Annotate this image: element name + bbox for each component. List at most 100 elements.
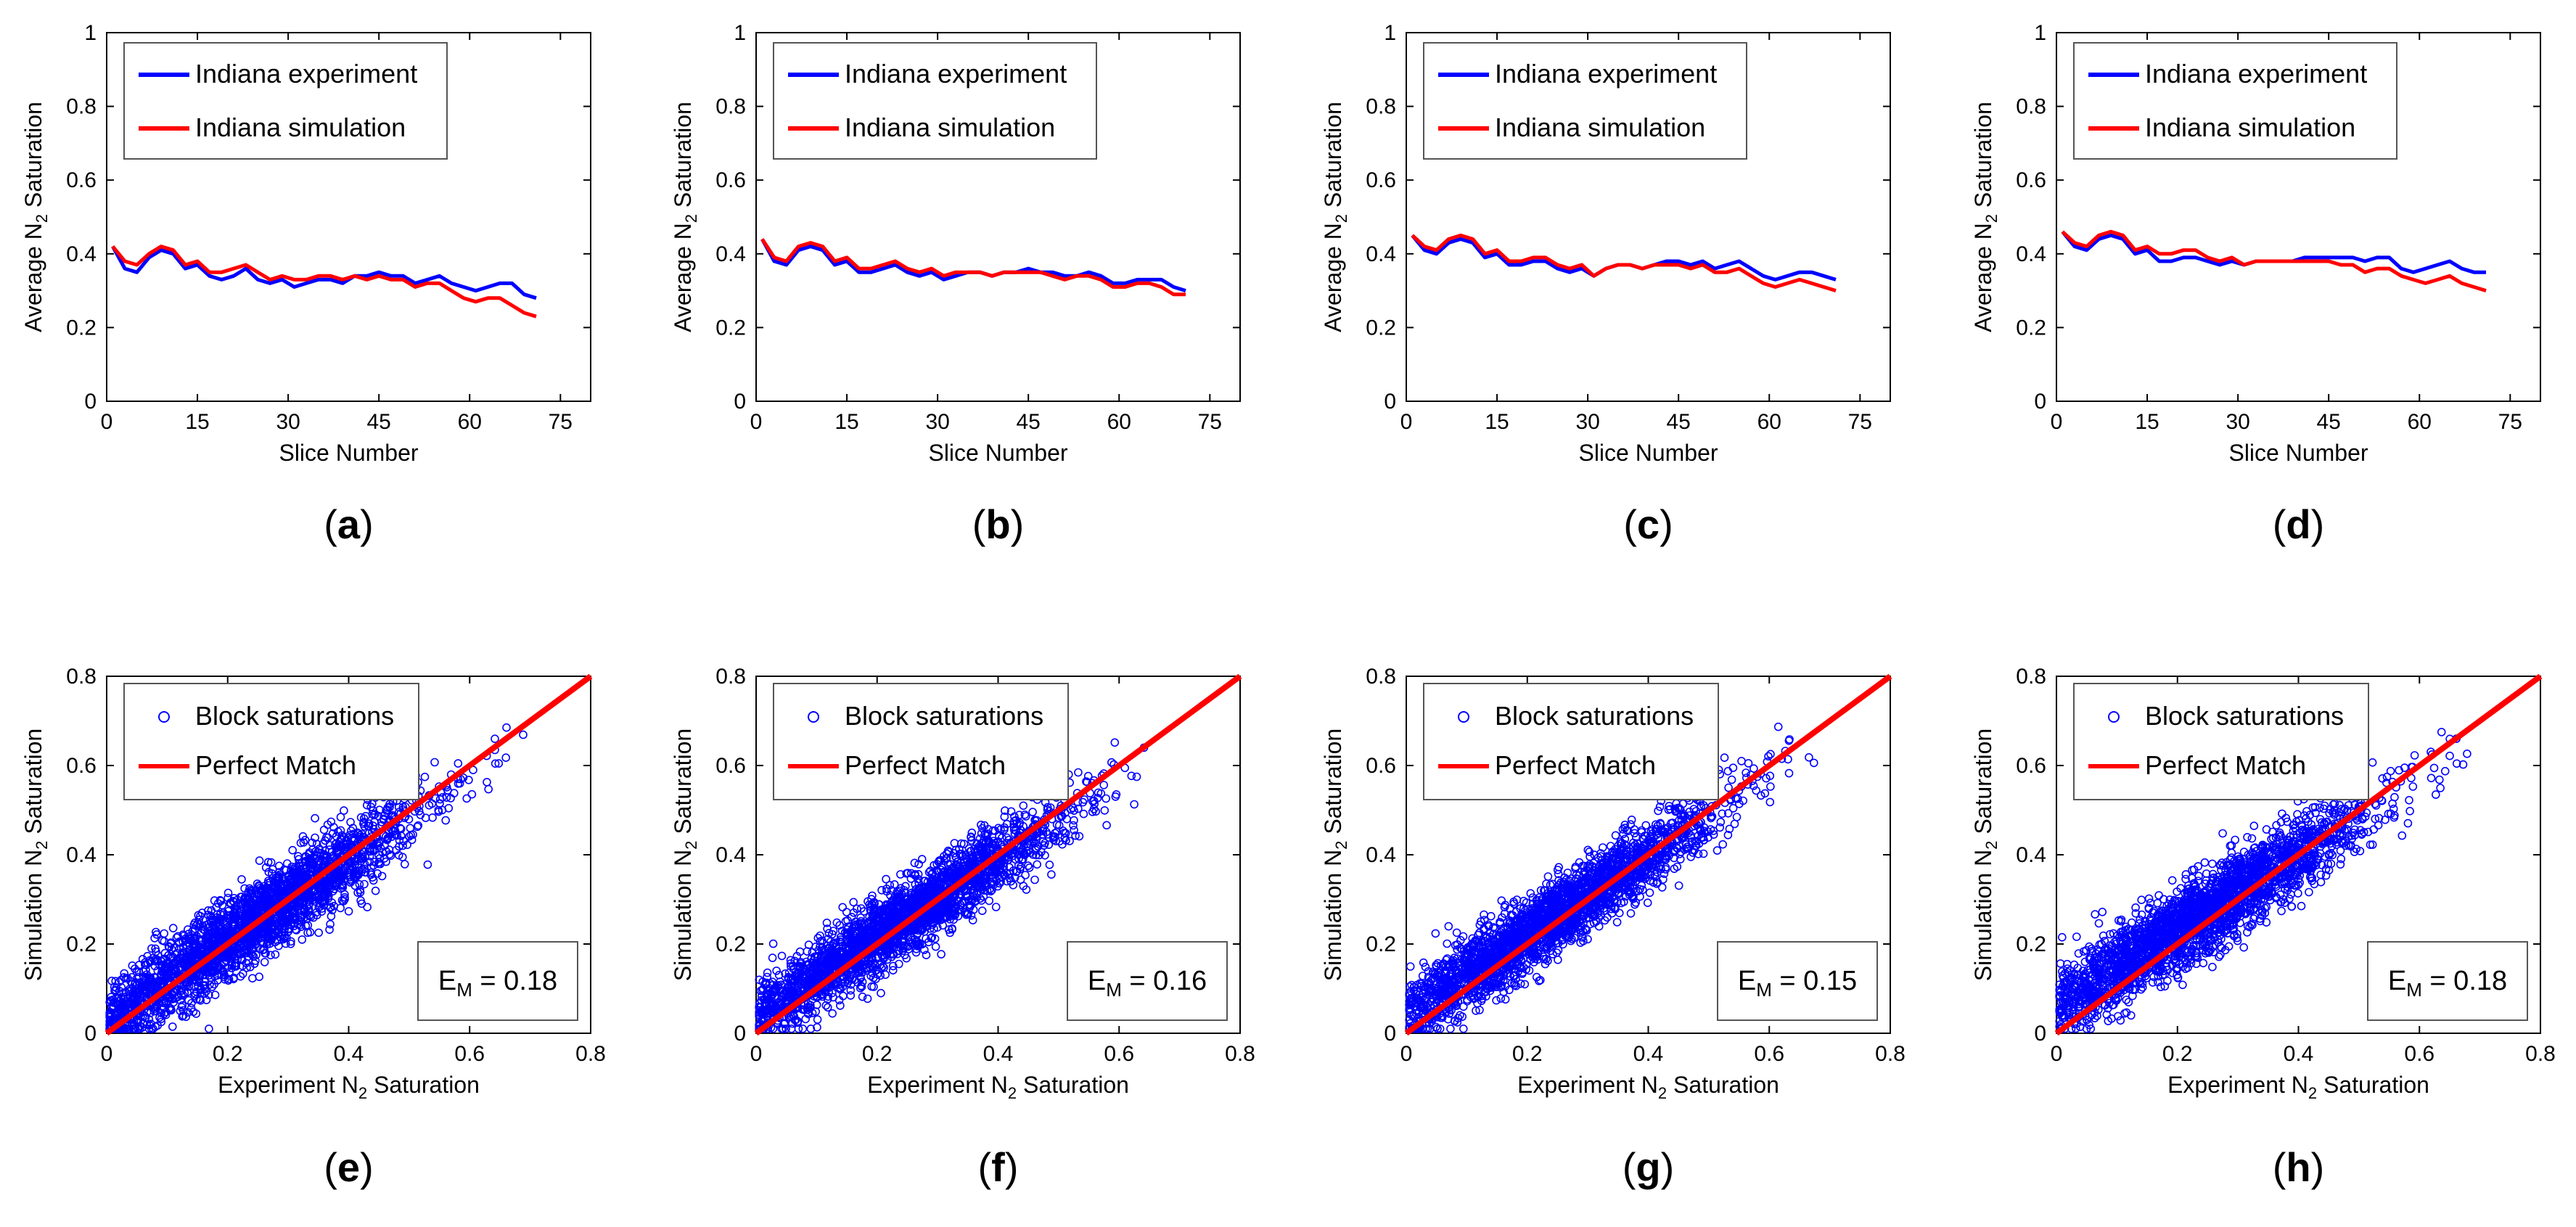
y-tick-label: 0.8	[1366, 95, 1396, 119]
y-tick-label: 0.2	[66, 316, 97, 340]
y-tick-label: 1	[84, 21, 97, 45]
series-line-simulation	[760, 238, 1186, 297]
x-tick-label: 0	[750, 410, 763, 434]
panel-label: (d)	[2273, 501, 2325, 547]
x-axis-label: Slice Number	[279, 440, 418, 466]
y-tick-label: 1	[1384, 21, 1396, 45]
series-line-experiment	[111, 245, 537, 300]
scatter-point	[501, 753, 511, 762]
series-line-simulation	[2061, 229, 2487, 292]
scatter-point	[346, 818, 355, 826]
x-tick-label: 15	[834, 410, 858, 434]
x-tick-label: 60	[1757, 410, 1781, 434]
legend-label: Indiana experiment	[2145, 59, 2367, 89]
y-tick-label: 0.2	[66, 932, 97, 956]
y-tick-label: 0.6	[715, 168, 746, 192]
y-tick-label: 0.2	[715, 316, 746, 340]
legend-label: Indiana simulation	[195, 112, 406, 142]
x-tick-label: 60	[458, 410, 482, 434]
y-axis-label: Simulation N2 Saturation	[670, 729, 700, 981]
y-tick-label: 0.8	[2016, 95, 2046, 119]
scatter-points	[105, 723, 528, 1033]
x-tick-label: 15	[185, 410, 209, 434]
legend-label: Indiana simulation	[1495, 112, 1705, 142]
scatter-point	[361, 812, 370, 821]
y-tick-label: 0	[734, 390, 746, 414]
x-tick-label: 75	[1848, 410, 1872, 434]
legend-box	[123, 42, 448, 160]
scatter-point	[375, 805, 384, 814]
scatter-point	[205, 1025, 213, 1033]
y-tick-label: 0.8	[66, 95, 97, 119]
x-tick-label: 45	[1667, 410, 1691, 434]
y-axis-label: Average N2 Saturation	[1970, 102, 2001, 332]
y-tick-label: 1	[2034, 21, 2046, 45]
x-tick-label: 0	[101, 410, 113, 434]
scatter-point	[355, 880, 364, 889]
panel-label: (e)	[324, 1144, 373, 1190]
x-tick-label: 0	[750, 1042, 763, 1066]
y-tick-label: 0.6	[715, 754, 746, 778]
x-tick-label: 75	[1198, 410, 1222, 434]
y-axis-label: Simulation N2 Saturation	[20, 729, 51, 981]
scatter-point	[325, 925, 334, 934]
y-axis-label: Average N2 Saturation	[1320, 102, 1350, 332]
legend-box	[1423, 42, 1747, 160]
scatter-point	[266, 951, 275, 960]
x-axis-label: Experiment N2 Saturation	[218, 1072, 480, 1102]
panel-label: (a)	[324, 501, 373, 547]
legend-box	[2073, 42, 2397, 160]
legend-label: Indiana simulation	[845, 112, 1055, 142]
x-tick-label: 0.6	[1104, 1042, 1134, 1066]
legend-label: Block saturations	[195, 701, 394, 731]
x-tick-label: 0	[101, 1042, 113, 1066]
y-tick-label: 0.2	[2016, 316, 2046, 340]
x-tick-label: 0.8	[575, 1042, 606, 1066]
x-axis-label: Slice Number	[1578, 440, 1718, 466]
scatter-point	[494, 759, 504, 768]
x-tick-label: 45	[2317, 410, 2341, 434]
y-axis-label: Average N2 Saturation	[20, 102, 51, 332]
y-tick-label: 0	[1384, 390, 1396, 414]
x-tick-label: 0.2	[862, 1042, 893, 1066]
scatter-point	[484, 784, 493, 794]
x-tick-label: 0.2	[213, 1042, 243, 1066]
x-tick-label: 30	[1575, 410, 1599, 434]
y-tick-label: 0	[84, 390, 97, 414]
x-tick-label: 45	[1017, 410, 1041, 434]
x-tick-label: 0	[1400, 410, 1413, 434]
x-tick-label: 0.4	[334, 1042, 364, 1066]
y-tick-label: 0.4	[715, 242, 746, 266]
scatter-point	[395, 842, 403, 851]
y-tick-label: 0.6	[1366, 168, 1396, 192]
y-tick-label: 0.4	[715, 843, 746, 867]
x-tick-label: 30	[925, 410, 949, 434]
scatter-point	[319, 825, 329, 834]
y-tick-label: 0.6	[66, 168, 97, 192]
x-tick-label: 30	[2226, 410, 2249, 434]
x-tick-label: 0	[2051, 410, 2063, 434]
y-tick-label: 0.2	[715, 932, 746, 956]
y-axis-label: Average N2 Saturation	[670, 102, 700, 332]
y-tick-label: 0.4	[1366, 242, 1396, 266]
scatter-point	[168, 1022, 177, 1031]
x-axis-label: Slice Number	[928, 440, 1067, 466]
x-tick-label: 30	[276, 410, 300, 434]
series-line-simulation	[1411, 233, 1837, 292]
legend-label: Indiana experiment	[1495, 59, 1717, 89]
x-tick-label: 15	[2135, 410, 2159, 434]
y-tick-label: 0.8	[715, 665, 746, 689]
y-tick-label: 0.2	[1366, 316, 1396, 340]
legend-label: Perfect Match	[195, 750, 356, 780]
y-tick-label: 0.4	[66, 843, 97, 867]
x-axis-label: Slice Number	[2228, 440, 2368, 466]
y-tick-label: 0.6	[2016, 168, 2046, 192]
